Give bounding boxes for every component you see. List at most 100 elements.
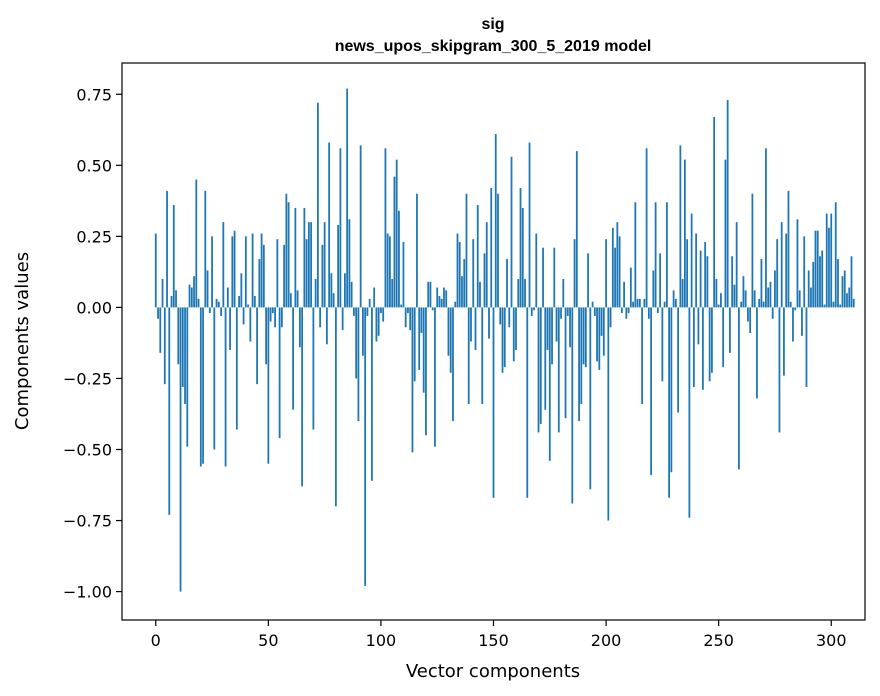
bar-component-133 [454,301,457,308]
bar-component-126 [438,296,441,308]
bar-component-107 [395,159,398,308]
bar-component-40 [244,236,247,308]
bar-component-290 [807,270,810,308]
bar-component-47 [260,233,263,308]
bar-component-108 [398,210,400,308]
bar-component-186 [573,239,576,308]
bar-component-258 [735,222,738,308]
bar-component-179 [557,307,560,433]
bar-component-29 [220,307,222,316]
bar-component-123 [431,307,434,311]
bar-component-268 [758,298,761,308]
bar-component-227 [665,202,668,308]
bar-component-220 [650,307,653,476]
bar-component-239 [692,307,695,387]
bar-component-194 [591,301,594,308]
y-tick-label: −1.00 [63,583,112,602]
x-axis-label: Vector components [406,661,580,682]
bar-component-257 [733,284,736,308]
bar-component-219 [647,307,650,319]
bar-component-115 [413,307,416,382]
bar-component-175 [548,307,551,461]
bar-component-90 [357,307,360,422]
bar-component-218 [645,148,648,308]
bar-component-150 [492,307,495,498]
bar-component-161 [517,278,520,308]
bar-component-291 [810,287,812,308]
bar-component-205 [616,222,619,308]
bar-component-278 [780,222,783,308]
bar-component-95 [368,298,371,308]
bar-component-208 [623,281,625,308]
bar-component-180 [560,307,562,319]
y-tick-label: 0.25 [76,227,112,246]
bar-component-88 [353,307,355,316]
bar-component-72 [316,102,319,308]
bar-component-153 [499,307,502,325]
bar-component-110 [402,242,405,308]
bar-component-61 [292,307,295,410]
bar-component-191 [584,307,587,368]
bar-component-37 [238,296,240,308]
bar-component-71 [314,278,317,308]
bar-component-166 [528,142,531,308]
y-tick-label: 0.50 [76,156,112,175]
bar-component-192 [587,253,589,308]
bar-component-277 [778,307,781,433]
chart-title-line-2: news_upos_skipgram_300_5_2019 model [335,38,652,55]
bar-component-198 [600,307,603,336]
bar-component-55 [278,307,281,439]
bar-component-141 [472,239,475,308]
bar-component-109 [400,304,403,308]
bar-component-149 [490,188,493,308]
bar-component-75 [323,222,326,308]
bar-component-202 [609,307,612,328]
bar-component-32 [226,287,229,308]
bar-component-92 [362,307,364,356]
bar-component-226 [663,301,666,308]
bar-component-249 [715,278,718,308]
y-axis-ticks: −1.00 −0.75 −0.50 −0.25 0.00 0.25 0.50 0.75 [63,85,122,602]
bar-component-155 [503,307,506,368]
bar-component-68 [307,222,310,308]
bar-component-70 [312,307,315,430]
bar-component-85 [346,88,349,308]
bar-component-237 [688,307,691,518]
bar-component-256 [731,256,734,308]
bar-component-111 [404,307,407,328]
bar-component-84 [344,273,346,308]
x-tick-label: 150 [478,631,509,650]
bar-component-292 [812,261,815,308]
bar-component-120 [425,307,427,436]
bar-component-187 [575,151,578,308]
bar-component-76 [325,307,328,345]
bar-component-129 [445,290,448,308]
bar-component-27 [215,298,218,308]
bar-component-114 [411,307,414,453]
bar-component-17 [193,276,195,308]
bar-component-265 [751,193,754,308]
bar-component-232 [677,307,680,413]
bar-component-74 [321,244,324,308]
bar-component-214 [636,298,639,308]
bar-component-19 [197,298,200,308]
bar-component-259 [738,307,740,470]
bar-component-238 [690,213,693,308]
x-tick-label: 250 [703,631,734,650]
bar-component-274 [771,307,774,319]
bar-component-147 [485,222,488,308]
bar-component-298 [825,213,828,308]
bar-component-308 [848,287,851,308]
bar-component-131 [449,307,452,373]
bar-component-244 [704,242,707,308]
bar-component-119 [422,307,425,393]
bar-component-138 [465,193,468,308]
bar-component-196 [596,307,598,362]
bar-component-48 [262,244,265,308]
y-tick-label: −0.25 [63,369,112,388]
bar-component-81 [337,224,340,308]
bar-component-142 [474,307,477,351]
bar-component-13 [184,307,186,405]
bar-component-183 [566,307,569,316]
bar-component-201 [607,307,610,521]
